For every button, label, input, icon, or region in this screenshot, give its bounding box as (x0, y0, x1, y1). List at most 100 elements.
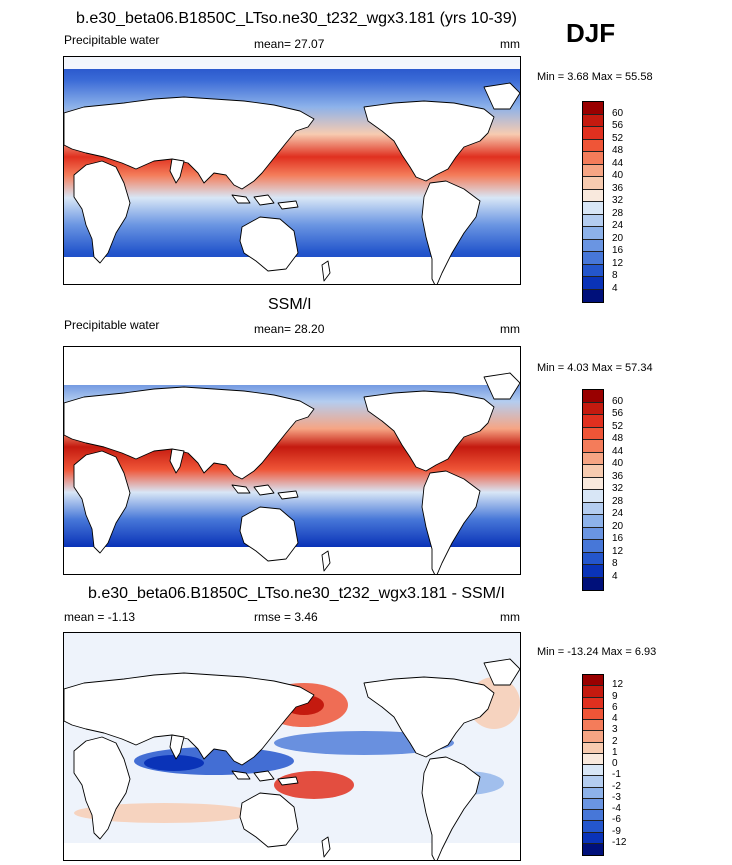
colorbar-swatch (583, 686, 603, 698)
panel-1-units: mm (500, 37, 520, 51)
colorbar-tick-label: -4 (612, 803, 621, 814)
panel-3-mean-label: mean = -1.13 (64, 610, 136, 624)
colorbar-tick-label: 28 (612, 495, 624, 507)
colorbar-swatch (583, 552, 603, 565)
colorbar-tick-label: -6 (612, 814, 621, 826)
colorbar-swatch (583, 164, 603, 177)
panel-3-map-canvas (64, 633, 520, 860)
panel-1-mean-label: mean= 27.07 (254, 37, 325, 51)
colorbar-tick-label: 52 (612, 132, 624, 144)
panel-2-map-canvas (64, 347, 520, 574)
colorbar-tick-label: 3 (612, 724, 618, 736)
colorbar-tick-label: 16 (612, 533, 624, 544)
colorbar-tick-label: 48 (612, 145, 624, 156)
colorbar-tick-label: -3 (612, 791, 621, 803)
colorbar-swatch (583, 810, 603, 822)
colorbar-swatch (583, 152, 603, 165)
colorbar-swatch (583, 427, 603, 440)
panel-1-title: b.e30_beta06.B1850C_LTso.ne30_t232_wgx3.… (76, 10, 517, 27)
panel-3-colorbar-ticks: 12 9 6 4 3 2 1 0 -1 -2 -3 -4 -6 -9 -12 (582, 674, 642, 854)
colorbar-swatch (583, 289, 603, 302)
colorbar-swatch (583, 675, 603, 687)
colorbar-swatch (583, 787, 603, 799)
colorbar-swatch (583, 577, 603, 590)
colorbar-swatch (583, 753, 603, 765)
colorbar-tick-label: 16 (612, 245, 624, 256)
colorbar-swatch (583, 742, 603, 754)
panel-1-colorbar-ticks: 60 56 52 48 44 40 36 32 28 24 20 16 12 8 4 (582, 101, 642, 301)
colorbar-swatch (583, 202, 603, 215)
colorbar-swatch (583, 821, 603, 833)
colorbar-swatch (583, 843, 603, 855)
panel-3-minmax: Min = -13.24 Max = 6.93 (537, 646, 657, 658)
panel-2-colorbar (582, 389, 604, 591)
colorbar-tick-label: 12 (612, 679, 624, 691)
colorbar-tick-label: 8 (612, 558, 618, 569)
colorbar-swatch (583, 565, 603, 578)
colorbar-swatch (583, 515, 603, 528)
colorbar-tick-label: 6 (612, 701, 618, 713)
colorbar-tick-label: 12 (612, 257, 624, 269)
colorbar-tick-label: 52 (612, 420, 624, 432)
colorbar-tick-label: 9 (612, 690, 618, 702)
panel-1-colorbar (582, 101, 604, 303)
colorbar-swatch (583, 452, 603, 465)
colorbar-tick-label: 12 (612, 545, 624, 557)
colorbar-tick-label: 24 (612, 220, 624, 231)
colorbar-swatch (583, 731, 603, 743)
colorbar-swatch (583, 139, 603, 152)
colorbar-tick-label: 48 (612, 433, 624, 444)
panel-2-minmax: Min = 4.03 Max = 57.34 (537, 362, 653, 374)
colorbar-swatch (583, 189, 603, 202)
colorbar-swatch (583, 502, 603, 515)
colorbar-swatch (583, 527, 603, 540)
panel-1-variable-label: Precipitable water (64, 33, 160, 47)
panel-2-variable-label: Precipitable water (64, 318, 160, 332)
colorbar-swatch (583, 798, 603, 810)
colorbar-swatch (583, 390, 603, 403)
colorbar-tick-label: 56 (612, 120, 624, 131)
colorbar-tick-label: 32 (612, 483, 624, 494)
colorbar-tick-label: 4 (612, 713, 618, 724)
colorbar-swatch (583, 264, 603, 277)
panel-1-map-canvas (64, 57, 520, 284)
colorbar-swatch (583, 277, 603, 290)
colorbar-swatch (583, 177, 603, 190)
colorbar-tick-label: -9 (612, 825, 621, 837)
colorbar-swatch (583, 465, 603, 478)
colorbar-tick-label: 36 (612, 470, 624, 482)
panel-3-title: b.e30_beta06.B1850C_LTso.ne30_t232_wgx3.… (88, 585, 505, 602)
colorbar-swatch (583, 440, 603, 453)
panel-3-rmse-label: rmse = 3.46 (254, 610, 318, 624)
colorbar-swatch (583, 214, 603, 227)
colorbar-swatch (583, 540, 603, 553)
panel-3-units: mm (500, 610, 520, 624)
colorbar-tick-label: 60 (612, 107, 624, 119)
colorbar-swatch (583, 765, 603, 777)
colorbar-swatch (583, 102, 603, 115)
colorbar-swatch (583, 239, 603, 252)
colorbar-swatch (583, 114, 603, 127)
panel-2-mean-label: mean= 28.20 (254, 322, 325, 336)
colorbar-swatch (583, 415, 603, 428)
colorbar-tick-label: 24 (612, 508, 624, 519)
panel-1-minmax: Min = 3.68 Max = 55.58 (537, 71, 653, 83)
colorbar-tick-label: 40 (612, 170, 624, 181)
colorbar-tick-label: -12 (612, 836, 627, 848)
colorbar-swatch (583, 252, 603, 265)
colorbar-tick-label: 4 (612, 282, 618, 294)
colorbar-tick-label: 56 (612, 408, 624, 419)
panel-2-units: mm (500, 322, 520, 336)
colorbar-tick-label: 28 (612, 207, 624, 219)
colorbar-swatch (583, 697, 603, 709)
panel-2-map (63, 346, 521, 575)
colorbar-tick-label: 44 (612, 157, 624, 169)
colorbar-tick-label: 44 (612, 445, 624, 457)
colorbar-swatch (583, 708, 603, 720)
colorbar-swatch (583, 776, 603, 788)
panel-3-map (63, 632, 521, 861)
colorbar-tick-label: 0 (612, 758, 618, 769)
colorbar-tick-label: 36 (612, 182, 624, 194)
colorbar-swatch (583, 832, 603, 844)
panel-3-colorbar (582, 674, 604, 856)
